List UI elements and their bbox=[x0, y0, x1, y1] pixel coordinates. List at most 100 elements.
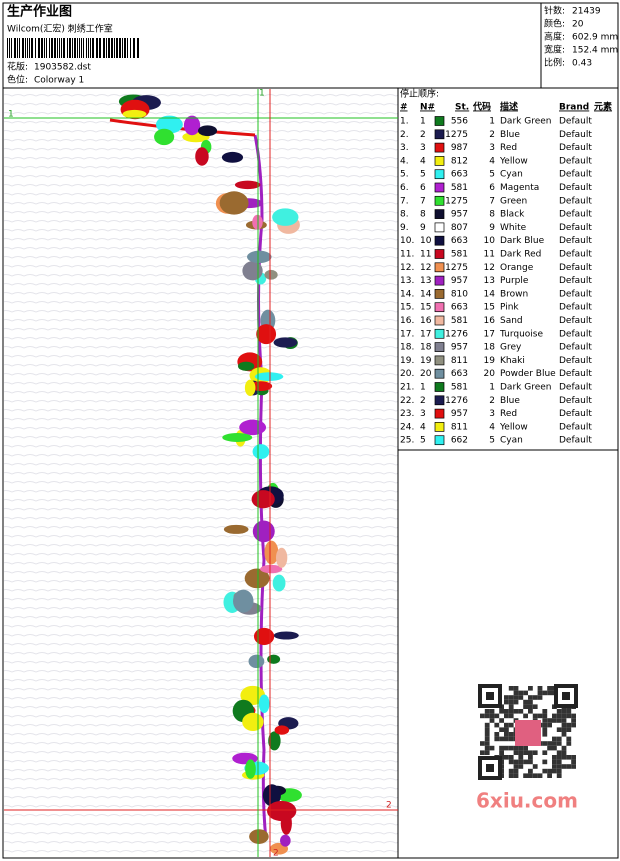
motif bbox=[221, 151, 244, 163]
motif bbox=[272, 574, 286, 592]
brand: Default bbox=[559, 276, 592, 286]
qr-cell bbox=[523, 773, 528, 778]
guide-label: 1 bbox=[8, 110, 14, 120]
qr-cell bbox=[561, 764, 567, 769]
motif bbox=[240, 685, 266, 705]
qr-cell bbox=[571, 764, 576, 769]
bar bbox=[17, 38, 18, 58]
qr-cell bbox=[508, 759, 514, 765]
bar bbox=[9, 38, 10, 58]
color-swatch bbox=[434, 169, 445, 180]
qr-cell bbox=[484, 745, 490, 751]
qr-cell bbox=[547, 718, 552, 723]
color-swatch bbox=[434, 302, 445, 313]
info-label: 宽度: bbox=[544, 44, 565, 56]
bar bbox=[96, 38, 98, 58]
code: 9 bbox=[489, 223, 495, 233]
qr-cell bbox=[504, 695, 509, 700]
row-index: 10. bbox=[400, 236, 414, 246]
motif bbox=[233, 589, 254, 613]
qr-cell bbox=[523, 704, 528, 709]
qr-cell bbox=[566, 741, 572, 746]
motif bbox=[267, 654, 281, 664]
motif bbox=[256, 324, 277, 345]
description: Magenta bbox=[500, 183, 539, 193]
qr-cell bbox=[561, 727, 567, 732]
qr-cell bbox=[513, 695, 519, 700]
qr-cell bbox=[537, 690, 543, 696]
color-swatch bbox=[434, 129, 445, 140]
qr-cell bbox=[561, 722, 567, 728]
motif bbox=[272, 208, 299, 226]
description: Purple bbox=[500, 276, 529, 286]
qr-cell bbox=[556, 750, 562, 755]
qr-cell bbox=[494, 722, 500, 728]
motif bbox=[260, 564, 283, 574]
qr-cell bbox=[518, 750, 524, 755]
motif bbox=[280, 811, 292, 835]
motif bbox=[248, 654, 265, 669]
row-index: 15. bbox=[400, 303, 414, 313]
stitches: 1276 bbox=[445, 396, 468, 406]
row-index: 6. bbox=[400, 183, 409, 193]
qr-cell bbox=[552, 768, 557, 774]
bar bbox=[77, 38, 78, 58]
color-swatch bbox=[434, 382, 445, 392]
row-index: 12. bbox=[400, 263, 414, 273]
qr-cell bbox=[513, 709, 519, 714]
qr-cell bbox=[542, 722, 548, 728]
qr-cell bbox=[561, 750, 567, 755]
row-index: 3. bbox=[400, 143, 409, 153]
row-index: 17. bbox=[400, 329, 414, 339]
qr-cell bbox=[528, 699, 533, 705]
code: 1 bbox=[489, 117, 495, 127]
stitches: 581 bbox=[451, 183, 468, 193]
color-swatch bbox=[434, 368, 445, 379]
qr-cell bbox=[561, 709, 567, 714]
description: Dark Red bbox=[500, 250, 541, 260]
bar bbox=[59, 38, 60, 58]
motif bbox=[252, 520, 275, 543]
code: 5 bbox=[489, 170, 495, 180]
color-swatch bbox=[434, 315, 445, 326]
qr-cell bbox=[542, 768, 548, 774]
description: Black bbox=[500, 210, 525, 220]
brand: Default bbox=[559, 303, 592, 313]
brand: Default bbox=[559, 422, 592, 432]
column-header: # bbox=[400, 103, 408, 113]
qr-cell bbox=[484, 732, 490, 737]
description: Cyan bbox=[500, 436, 523, 446]
code: 12 bbox=[484, 263, 495, 273]
qr-code bbox=[472, 680, 584, 785]
design: 1903582.dst bbox=[34, 63, 91, 73]
row-index: 23. bbox=[400, 409, 414, 419]
motif bbox=[252, 214, 263, 230]
bar bbox=[22, 38, 24, 58]
bar bbox=[90, 38, 91, 58]
qr-cell bbox=[513, 750, 519, 755]
qr-cell bbox=[484, 750, 490, 755]
qr-cell bbox=[552, 759, 557, 765]
motif bbox=[122, 109, 147, 119]
qr-cell bbox=[523, 699, 528, 705]
bar bbox=[127, 38, 128, 58]
needle: 6 bbox=[420, 183, 426, 193]
qr-cell bbox=[499, 736, 504, 742]
qr-cell bbox=[513, 759, 519, 765]
qr-cell bbox=[508, 745, 514, 751]
qr-cell bbox=[508, 713, 514, 719]
motif bbox=[223, 524, 249, 534]
qr-cell bbox=[566, 709, 572, 714]
stitches: 581 bbox=[451, 316, 468, 326]
bar bbox=[79, 38, 80, 58]
color-swatch bbox=[434, 116, 445, 126]
qr-cell bbox=[561, 755, 567, 760]
qr-cell bbox=[480, 741, 485, 746]
motif bbox=[245, 759, 256, 779]
color-swatch bbox=[434, 262, 445, 273]
brand: Default bbox=[559, 236, 592, 246]
description: Green bbox=[500, 196, 527, 206]
qr-cell bbox=[547, 686, 552, 691]
row-index: 22. bbox=[400, 396, 414, 406]
info-label: 颜色: bbox=[544, 18, 565, 30]
